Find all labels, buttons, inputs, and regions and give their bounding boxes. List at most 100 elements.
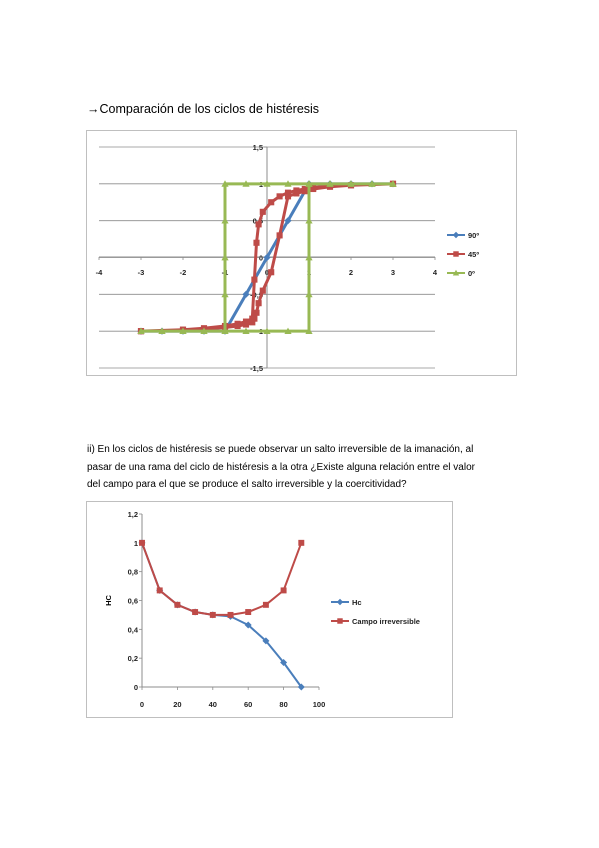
data-point — [284, 217, 292, 225]
data-point — [242, 180, 250, 187]
data-point — [280, 658, 288, 666]
data-point — [259, 208, 266, 215]
data-point — [453, 251, 459, 257]
data-point — [221, 253, 229, 261]
data-point — [293, 190, 300, 197]
data-point — [268, 269, 275, 276]
data-point — [297, 683, 305, 691]
data-point — [268, 199, 275, 206]
x-tick-label: 4 — [433, 268, 438, 277]
data-point — [452, 231, 460, 239]
data-point — [158, 327, 166, 335]
paragraph-line: ii) En los ciclos de histéresis se puede… — [87, 444, 474, 455]
data-point — [251, 276, 258, 283]
data-point — [221, 180, 229, 187]
y-tick-label: -1,5 — [250, 364, 263, 373]
data-point — [284, 180, 292, 187]
data-point — [336, 598, 344, 606]
data-point — [305, 217, 313, 224]
legend-label: Hc — [352, 598, 362, 607]
data-point — [389, 180, 397, 187]
data-point — [301, 188, 308, 195]
data-point — [262, 601, 269, 608]
x-tick-label: 0 — [140, 700, 144, 709]
x-tick-label: 2 — [349, 268, 353, 277]
data-point — [221, 217, 229, 224]
data-point — [276, 193, 283, 200]
data-point — [259, 287, 266, 294]
x-tick-label: 20 — [173, 700, 181, 709]
data-point — [253, 309, 260, 316]
y-tick-label: 1 — [134, 539, 138, 548]
data-point — [249, 319, 256, 326]
x-tick-label: -4 — [96, 268, 103, 277]
data-point — [192, 609, 199, 616]
data-point — [280, 587, 287, 594]
x-tick-label: 60 — [244, 700, 252, 709]
section-heading: →Comparación de los ciclos de histéresis — [87, 102, 320, 116]
data-point — [347, 180, 355, 187]
series-0º — [137, 180, 397, 335]
axes: 1,2 1 0,8 0,6 0,4 0,2 00 20 40 60 80 100 — [128, 510, 326, 709]
data-point — [262, 637, 270, 645]
legend-label: 90º — [468, 231, 479, 240]
data-point — [227, 611, 234, 618]
x-tick-label: 80 — [279, 700, 287, 709]
data-point — [137, 327, 145, 335]
legend: Hc Campo irreversible — [331, 598, 420, 626]
data-point — [305, 290, 313, 298]
y-tick-label: 0,4 — [128, 625, 139, 634]
data-point — [242, 327, 250, 335]
y-tick-label: -0,5 — [250, 290, 263, 299]
x-tick-label: -2 — [180, 268, 187, 277]
legend: 90º 45º 0º — [447, 231, 479, 278]
data-point — [174, 601, 181, 608]
legend-label: 0º — [468, 269, 475, 278]
data-point — [263, 180, 271, 187]
hysteresis-chart-svg: 1,510,50-0,5-1-1,5-4-3-2-10123490º45º0º — [96, 143, 480, 373]
y-tick-label: 0 — [259, 254, 263, 263]
legend-label: Campo irreversible — [352, 617, 420, 626]
data-point — [255, 300, 262, 307]
coercivity-chart-svg: 1,2 1 0,8 0,6 0,4 0,2 00 20 40 60 80 100 HC Hc Campo i… — [104, 510, 420, 709]
data-point — [284, 189, 292, 196]
y-axis-label: HC — [104, 595, 113, 606]
x-tick-label: 40 — [209, 700, 217, 709]
question-paragraph: ii) En los ciclos de histéresis se puede… — [87, 441, 527, 494]
paragraph-line: del campo para el que se produce el salt… — [87, 479, 407, 490]
y-tick-label: 1,5 — [253, 143, 263, 152]
data-point — [251, 315, 258, 322]
data-point — [368, 180, 376, 187]
data-point — [179, 327, 187, 335]
data-point — [255, 221, 262, 228]
data-point — [209, 611, 216, 618]
y-tick-label: 0,2 — [128, 654, 138, 663]
data-point — [244, 621, 252, 629]
data-point — [284, 193, 292, 200]
data-point — [200, 327, 208, 335]
data-point — [221, 327, 229, 335]
y-tick-label: 0,8 — [128, 568, 138, 577]
data-point — [305, 327, 313, 335]
data-point — [326, 183, 334, 190]
data-point — [156, 587, 163, 594]
hysteresis-comparison-chart: 1,510,50-0,5-1-1,5-4-3-2-10123490º45º0º — [86, 130, 517, 376]
data-point — [139, 539, 145, 546]
coercivity-chart: 1,2 1 0,8 0,6 0,4 0,2 0 0 20 40 60 80 100 HC Hc Campo i… — [86, 501, 453, 718]
y-tick-label: 1,2 — [128, 510, 138, 519]
data-point — [452, 269, 460, 276]
data-point — [245, 609, 252, 616]
data-point — [284, 327, 292, 335]
paragraph-line: pasar de una rama del ciclo de histéresi… — [87, 461, 475, 473]
data-point — [253, 239, 260, 246]
data-point — [326, 180, 334, 187]
data-point — [305, 253, 313, 261]
data-point — [298, 539, 305, 546]
x-tick-label: -3 — [138, 268, 145, 277]
data-point — [221, 290, 229, 298]
x-tick-label: 3 — [391, 268, 395, 277]
data-point — [263, 253, 271, 262]
legend-label: 45º — [468, 250, 479, 259]
y-tick-label: 0,5 — [253, 217, 263, 226]
y-tick-label: 0,6 — [128, 597, 138, 606]
